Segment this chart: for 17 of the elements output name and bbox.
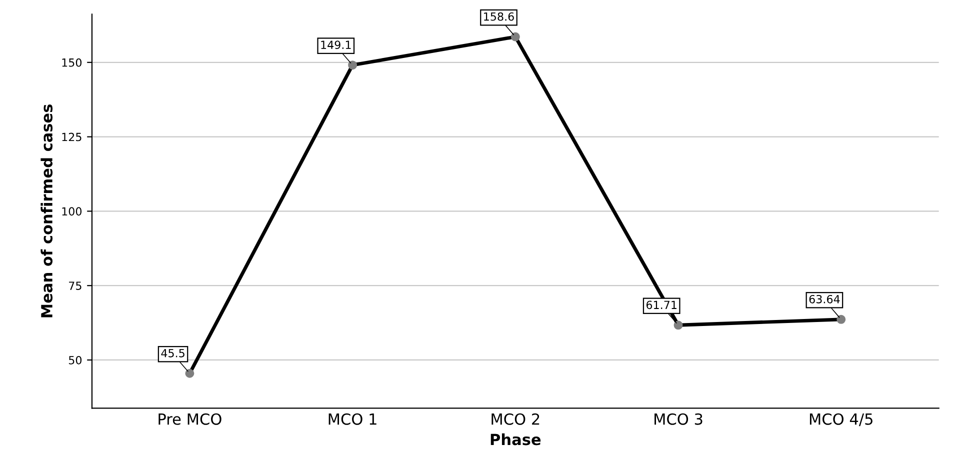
x-tick-label: MCO 1 (328, 413, 376, 425)
y-tick-label: 100 (62, 207, 82, 216)
y-tick-label: 50 (68, 356, 82, 364)
x-axis-title: Phase (490, 433, 541, 446)
data-label: 61.71 (646, 300, 676, 310)
y-tick-label: 75 (69, 282, 82, 290)
x-tick-label: Pre MCO (158, 413, 222, 425)
data-label: 45.5 (161, 349, 184, 358)
x-tick-label: MCO 2 (492, 413, 540, 425)
data-label: 158.6 (484, 12, 514, 21)
y-tick-label: 125 (62, 132, 82, 142)
data-label: 63.64 (809, 294, 840, 304)
y-axis-title: Mean of confirmed cases (40, 104, 53, 318)
x-tick-label: MCO 4/5 (810, 413, 872, 426)
x-tick-label: MCO 3 (654, 413, 702, 425)
data-label: 149.1 (321, 40, 351, 50)
y-tick-label: 150 (62, 58, 82, 67)
